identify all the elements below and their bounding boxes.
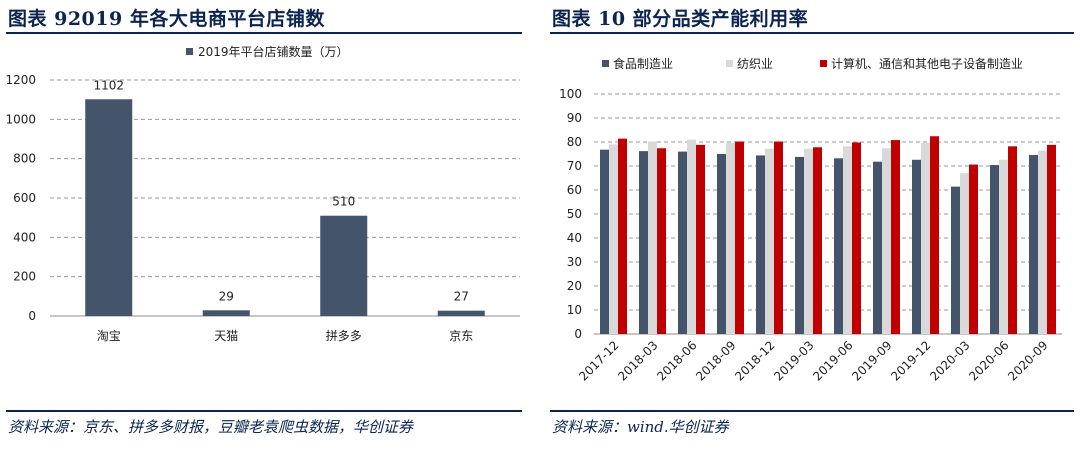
y-tick-label: 800 xyxy=(13,152,36,166)
data-label: 1102 xyxy=(93,78,124,92)
left-title-rule xyxy=(6,32,522,34)
bar-2017-12-s1 xyxy=(609,144,618,334)
data-label: 510 xyxy=(332,195,355,209)
legend-label-1: 纺织业 xyxy=(737,57,773,71)
y-tick-label: 100 xyxy=(559,87,582,101)
bar-2018-03-s2 xyxy=(657,148,666,334)
bar-2018-03-s0 xyxy=(639,151,648,334)
bar-2020-03-s0 xyxy=(951,186,960,334)
y-tick-label: 20 xyxy=(567,279,582,293)
x-tick-label: 2019-03 xyxy=(771,338,816,383)
bar-2019-06-s1 xyxy=(843,146,852,334)
y-tick-label: 0 xyxy=(574,327,582,341)
bar-2019-06-s2 xyxy=(852,142,861,334)
legend-label-2: 计算机、通信和其他电子设备制造业 xyxy=(831,56,1023,71)
bar-2020-06-s1 xyxy=(999,159,1008,334)
x-tick-label: 2019-06 xyxy=(810,338,855,383)
bar-2019-03-s1 xyxy=(804,148,813,334)
x-tick-label: 2018-06 xyxy=(654,338,699,383)
bar-2018-12-s1 xyxy=(765,148,774,334)
x-tick-label: 2020-09 xyxy=(1005,338,1050,383)
x-tick-label: 2019-09 xyxy=(849,338,894,383)
x-tick-label: 2020-03 xyxy=(927,338,972,383)
y-tick-label: 90 xyxy=(567,111,582,125)
y-tick-label: 600 xyxy=(13,191,36,205)
bar-2018-12-s2 xyxy=(774,141,783,334)
bar-2019-12-s1 xyxy=(921,142,930,334)
bar-2017-12-s0 xyxy=(600,149,609,334)
bar-2019-03-s2 xyxy=(813,147,822,334)
bar-2017-12-s2 xyxy=(618,138,627,334)
legend-label-store-count: 2019年平台店铺数量（万） xyxy=(198,44,349,59)
legend-swatch-store-count xyxy=(186,48,193,55)
y-tick-label: 80 xyxy=(567,135,582,149)
x-tick-label: 拼多多 xyxy=(326,329,362,343)
legend-swatch-2 xyxy=(820,60,827,67)
bar-2019-12-s2 xyxy=(930,136,939,334)
x-tick-label: 2020-06 xyxy=(966,338,1011,383)
bar-2019-09-s0 xyxy=(873,161,882,334)
bar-2020-06-s2 xyxy=(1008,146,1017,334)
bar-2020-03-s2 xyxy=(969,164,978,334)
bar-2018-06-s2 xyxy=(696,144,705,334)
bar-2019-03-s0 xyxy=(795,156,804,334)
capacity-utilization-chart: 食品制造业 纺织业 计算机、通信和其他电子设备制造业 0 10 20 30 40 50 60 70 8… xyxy=(559,56,1062,384)
data-label: 29 xyxy=(219,289,234,303)
y-tick-label: 50 xyxy=(567,207,582,221)
bar-2019-12-s0 xyxy=(912,159,921,334)
bar-2018-09-s2 xyxy=(735,141,744,334)
x-tick-label: 2019-12 xyxy=(888,338,933,383)
right-panel: 图表 10 部分品类产能利用率 食品制造业 纺织业 计算机、通信和其他电子设备制造业… xyxy=(550,0,1074,455)
bar-2020-09-s1 xyxy=(1038,150,1047,334)
bar-淘宝 xyxy=(85,99,133,316)
left-panel-title: 图表 92019 年各大电商平台店铺数 xyxy=(8,8,325,30)
store-count-chart: 2019年平台店铺数量（万） 0 200 400 600 800 1000 1200 1102 淘… xyxy=(5,44,520,343)
bar-2018-09-s0 xyxy=(717,154,726,334)
x-tick-label: 2018-12 xyxy=(732,338,777,383)
bar-京东 xyxy=(437,310,485,316)
bar-天猫 xyxy=(202,310,250,316)
left-panel: 图表 92019 年各大电商平台店铺数 2019年平台店铺数量（万） 0 200 40… xyxy=(5,0,522,455)
legend-label-0: 食品制造业 xyxy=(613,56,673,71)
legend-swatch-0 xyxy=(602,60,609,67)
x-tick-label: 淘宝 xyxy=(97,329,121,343)
legend-swatch-1 xyxy=(726,60,733,67)
data-label: 27 xyxy=(454,290,469,304)
bar-2019-09-s1 xyxy=(882,148,891,334)
left-panel-source: 资料来源：京东、拼多多财报，豆瓣老袁爬虫数据，华创证券 xyxy=(8,418,414,436)
bar-2019-09-s2 xyxy=(891,140,900,334)
bar-2018-06-s0 xyxy=(678,151,687,334)
x-tick-label: 2018-03 xyxy=(615,338,660,383)
y-tick-label: 40 xyxy=(567,231,582,245)
x-tick-label: 2017-12 xyxy=(576,338,621,383)
bar-2019-06-s0 xyxy=(834,158,843,334)
bar-2020-03-s1 xyxy=(960,173,969,334)
right-panel-source: 资料来源：wind.华创证券 xyxy=(552,418,729,436)
bar-2020-06-s0 xyxy=(990,165,999,334)
y-tick-label: 200 xyxy=(13,270,36,284)
bar-2020-09-s2 xyxy=(1047,144,1056,334)
y-tick-label: 1200 xyxy=(5,73,36,87)
bar-2018-06-s1 xyxy=(687,139,696,334)
y-tick-label: 0 xyxy=(28,309,36,323)
right-title-rule xyxy=(550,32,1074,34)
y-tick-label: 70 xyxy=(567,159,582,173)
x-tick-label: 京东 xyxy=(449,329,473,343)
y-tick-label: 60 xyxy=(567,183,582,197)
bar-2020-09-s0 xyxy=(1029,154,1038,334)
bar-2018-09-s1 xyxy=(726,142,735,334)
bar-2018-03-s1 xyxy=(648,141,657,334)
left-source-rule xyxy=(6,410,522,412)
bar-拼多多 xyxy=(320,215,368,316)
y-tick-label: 30 xyxy=(567,255,582,269)
right-panel-title: 图表 10 部分品类产能利用率 xyxy=(552,8,809,30)
y-tick-label: 1000 xyxy=(5,112,36,126)
right-source-rule xyxy=(550,410,1074,412)
y-tick-label: 400 xyxy=(13,230,36,244)
x-tick-label: 2018-09 xyxy=(693,338,738,383)
x-tick-label: 天猫 xyxy=(214,329,238,343)
bar-2018-12-s0 xyxy=(756,155,765,334)
y-tick-label: 10 xyxy=(567,303,582,317)
